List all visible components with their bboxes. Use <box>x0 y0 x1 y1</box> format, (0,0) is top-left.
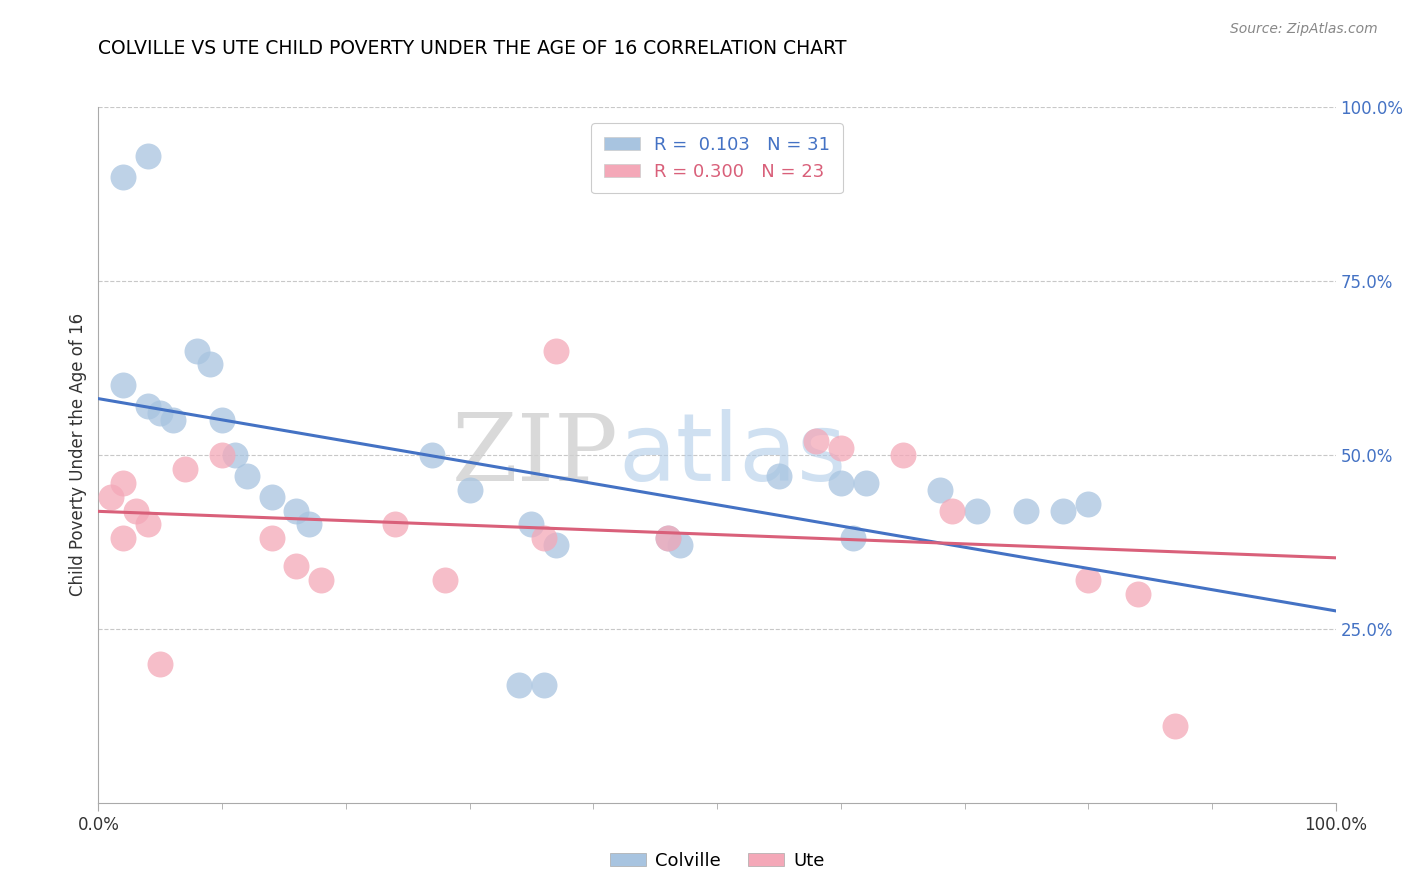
Point <box>966 503 988 517</box>
Point <box>520 517 543 532</box>
Text: atlas: atlas <box>619 409 846 501</box>
Text: Source: ZipAtlas.com: Source: ZipAtlas.com <box>1230 22 1378 37</box>
Point <box>236 468 259 483</box>
Point <box>162 413 184 427</box>
Point <box>891 448 914 462</box>
Point <box>211 413 233 427</box>
Point <box>100 490 122 504</box>
Point <box>384 517 406 532</box>
Point <box>136 149 159 163</box>
Point <box>458 483 481 497</box>
Point <box>422 448 444 462</box>
Point <box>842 532 865 546</box>
Text: COLVILLE VS UTE CHILD POVERTY UNDER THE AGE OF 16 CORRELATION CHART: COLVILLE VS UTE CHILD POVERTY UNDER THE … <box>98 39 846 58</box>
Point <box>768 468 790 483</box>
Point <box>433 573 456 587</box>
Point <box>136 399 159 413</box>
Point <box>669 538 692 552</box>
Point <box>136 517 159 532</box>
Point <box>941 503 963 517</box>
Point <box>260 490 283 504</box>
Point <box>298 517 321 532</box>
Point <box>174 462 197 476</box>
Point <box>198 358 221 372</box>
Point <box>112 169 135 184</box>
Point <box>1077 573 1099 587</box>
Point <box>855 475 877 490</box>
Point <box>112 378 135 392</box>
Point <box>186 343 208 358</box>
Point <box>285 503 308 517</box>
Legend: Colville, Ute: Colville, Ute <box>603 845 831 877</box>
Point <box>211 448 233 462</box>
Point <box>1052 503 1074 517</box>
Point <box>124 503 146 517</box>
Point <box>830 475 852 490</box>
Point <box>533 532 555 546</box>
Text: ZIP: ZIP <box>451 410 619 500</box>
Point <box>657 532 679 546</box>
Point <box>285 559 308 574</box>
Point <box>149 657 172 671</box>
Point <box>224 448 246 462</box>
Point <box>928 483 950 497</box>
Point <box>309 573 332 587</box>
Y-axis label: Child Poverty Under the Age of 16: Child Poverty Under the Age of 16 <box>69 313 87 597</box>
Point <box>546 343 568 358</box>
Point <box>546 538 568 552</box>
Point <box>112 532 135 546</box>
Point <box>508 677 530 691</box>
Point <box>260 532 283 546</box>
Point <box>1164 719 1187 733</box>
Point <box>1077 497 1099 511</box>
Point <box>657 532 679 546</box>
Point <box>149 406 172 420</box>
Point <box>804 434 827 448</box>
Point <box>112 475 135 490</box>
Point <box>1015 503 1038 517</box>
Point <box>1126 587 1149 601</box>
Point <box>830 441 852 455</box>
Point <box>533 677 555 691</box>
